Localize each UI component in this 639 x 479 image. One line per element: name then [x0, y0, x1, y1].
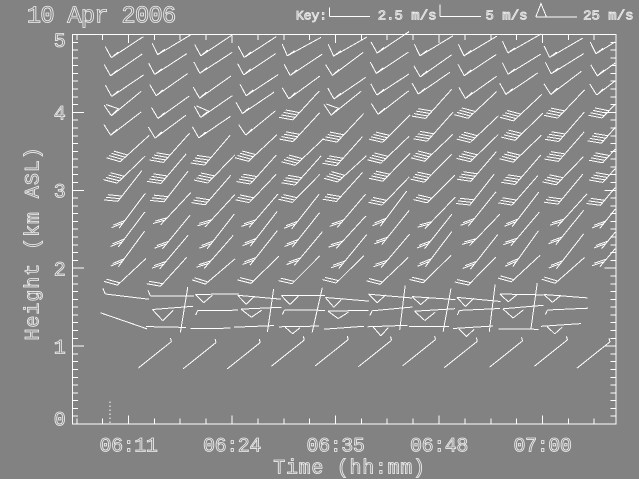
svg-text:06:11: 06:11 — [99, 436, 157, 459]
svg-text:2: 2 — [54, 260, 66, 283]
svg-text:06:35: 06:35 — [306, 436, 364, 459]
svg-text:0: 0 — [54, 409, 66, 432]
svg-text:06:48: 06:48 — [410, 436, 468, 459]
svg-text:3: 3 — [54, 182, 66, 205]
svg-text:5: 5 — [54, 31, 66, 54]
svg-text:06:24: 06:24 — [203, 436, 261, 459]
svg-text:4: 4 — [54, 104, 66, 127]
svg-text:Height (km ASL): Height (km ASL) — [23, 146, 46, 340]
svg-text:Time (hh:mm): Time (hh:mm) — [273, 457, 425, 479]
svg-text:07:00: 07:00 — [513, 436, 571, 459]
svg-text:1: 1 — [54, 338, 66, 361]
svg-text:10 Apr 2006: 10 Apr 2006 — [27, 3, 176, 30]
svg-text:2.5 m/s: 2.5 m/s — [378, 9, 437, 25]
svg-text:25 m/s: 25 m/s — [583, 9, 633, 25]
svg-text:5 m/s: 5 m/s — [486, 9, 528, 25]
svg-text:Key:: Key: — [296, 8, 327, 23]
